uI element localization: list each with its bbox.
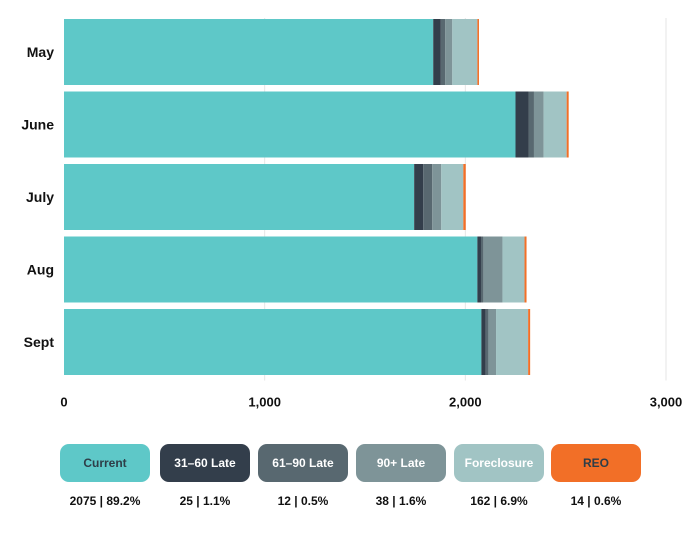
bar-segment-reo <box>463 164 466 230</box>
bar-segment-61-90-late <box>528 91 534 158</box>
stacked-bar-chart: May June July Aug Sept 0 1,000 2,000 3,000 <box>21 18 682 410</box>
x-tick-label: 2,000 <box>449 395 482 410</box>
legend-pill: 90+ Late <box>356 444 446 482</box>
bar-segment-31-60-late <box>433 19 441 85</box>
category-label: July <box>26 189 54 205</box>
bar-segment-61-90-late <box>423 164 433 230</box>
legend-pill: 31–60 Late <box>160 444 250 482</box>
bars <box>64 19 569 375</box>
legend-pill: REO <box>551 444 641 482</box>
category-label: Sept <box>24 334 55 350</box>
bar-segment-31-60-late <box>477 236 481 303</box>
legend-stat: 38 | 1.6% <box>375 494 427 508</box>
bar-segment-61-90-late <box>440 19 446 85</box>
category-label: May <box>27 44 54 60</box>
category-labels: May June July Aug Sept <box>21 44 54 350</box>
legend-item-61-90-late: 61–90 Late 12 | 0.5% <box>258 444 348 508</box>
bar-segment-current <box>64 19 434 85</box>
legend-stat: 12 | 0.5% <box>277 494 329 508</box>
legend-pill: Foreclosure <box>454 444 544 482</box>
legend-item-reo: REO 14 | 0.6% <box>551 444 641 508</box>
legend-item-foreclosure: Foreclosure 162 | 6.9% <box>454 444 544 508</box>
bar-segment-reo <box>477 19 479 85</box>
x-tick-labels: 0 1,000 2,000 3,000 <box>60 395 682 410</box>
bar-segment-90-late <box>445 19 453 85</box>
bar-segment-90-late <box>483 236 503 303</box>
bar-segment-foreclosure <box>502 236 525 303</box>
bar-segment-current <box>64 309 482 375</box>
legend-stat: 14 | 0.6% <box>570 494 622 508</box>
x-tick-label: 3,000 <box>650 395 683 410</box>
legend-item-90-plus-late: 90+ Late 38 | 1.6% <box>356 444 446 508</box>
bar-segment-foreclosure <box>496 309 529 375</box>
x-tick-label: 0 <box>60 395 67 410</box>
legend-stat: 2075 | 89.2% <box>69 494 141 508</box>
legend: Current 2075 | 89.2% 31–60 Late 25 | 1.1… <box>0 444 700 524</box>
bar-segment-reo <box>524 236 527 303</box>
bar-segment-current <box>64 236 478 303</box>
bar-segment-31-60-late <box>481 309 486 375</box>
bar-segment-31-60-late <box>414 164 424 230</box>
legend-item-current: Current 2075 | 89.2% <box>60 444 150 508</box>
bar-segment-current <box>64 91 516 158</box>
legend-stat: 25 | 1.1% <box>179 494 231 508</box>
bar-segment-61-90-late <box>485 309 489 375</box>
bar-segment-31-60-late <box>515 91 529 158</box>
bar-segment-90-late <box>432 164 442 230</box>
bar-segment-current <box>64 164 415 230</box>
legend-pill: 61–90 Late <box>258 444 348 482</box>
legend-item-31-60-late: 31–60 Late 25 | 1.1% <box>160 444 250 508</box>
bar-segment-foreclosure <box>441 164 464 230</box>
bar-segment-reo <box>566 91 569 158</box>
bar-segment-61-90-late <box>480 236 484 303</box>
legend-stat: 162 | 6.9% <box>470 494 528 508</box>
bar-segment-90-late <box>488 309 497 375</box>
bar-segment-foreclosure <box>452 19 478 85</box>
bar-segment-foreclosure <box>543 91 567 158</box>
x-tick-label: 1,000 <box>248 395 281 410</box>
legend-pill: Current <box>60 444 150 482</box>
category-label: Aug <box>27 262 54 278</box>
category-label: June <box>21 117 54 133</box>
bar-segment-90-late <box>533 91 544 158</box>
bar-segment-reo <box>528 309 531 375</box>
